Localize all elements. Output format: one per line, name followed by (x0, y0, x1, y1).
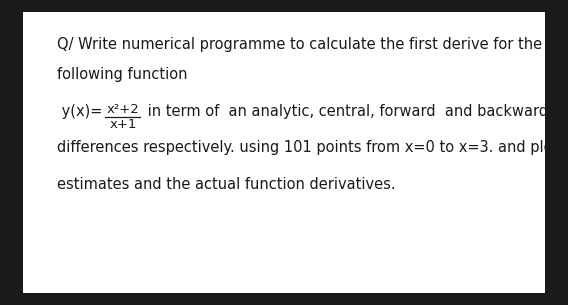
Text: x²+2: x²+2 (107, 103, 140, 116)
Text: differences respectively. using 101 points from x=0 to x=3. and plot the: differences respectively. using 101 poin… (57, 140, 568, 155)
Text: estimates and the actual function derivatives.: estimates and the actual function deriva… (57, 177, 395, 192)
Text: following function: following function (57, 67, 187, 82)
Text: y(x)=: y(x)= (57, 104, 102, 119)
Text: in term of  an analytic, central, forward  and backward: in term of an analytic, central, forward… (143, 104, 548, 119)
Text: Q/ Write numerical programme to calculate the first derive for the: Q/ Write numerical programme to calculat… (57, 37, 542, 52)
Text: x+1: x+1 (110, 118, 137, 131)
